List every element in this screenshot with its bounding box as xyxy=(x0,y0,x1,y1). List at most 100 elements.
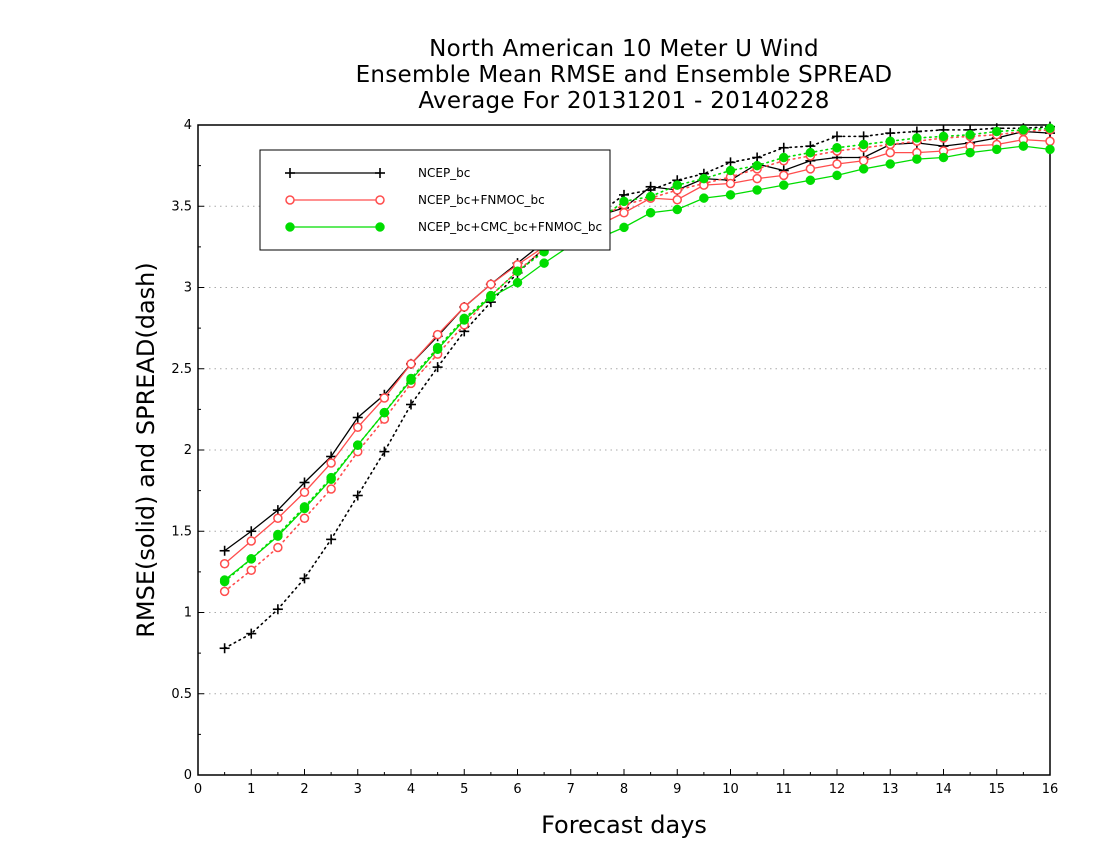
x-tick-label: 13 xyxy=(882,782,899,797)
rmse-point xyxy=(645,208,656,218)
x-tick-label: 8 xyxy=(620,782,628,797)
rmse-point xyxy=(672,195,682,205)
y-tick-label: 1 xyxy=(184,606,192,621)
spread-line-0 xyxy=(223,125,1051,650)
rmse-point xyxy=(353,422,363,432)
rmse-point xyxy=(672,204,682,215)
x-axis-label: Forecast days xyxy=(541,811,707,839)
rmse-point xyxy=(912,154,922,164)
rmse-point xyxy=(246,554,256,564)
legend-marker xyxy=(375,222,385,232)
rmse-point xyxy=(272,505,283,516)
spread-point xyxy=(832,143,842,153)
y-tick-label: 2.5 xyxy=(171,362,192,377)
x-tick-label: 5 xyxy=(460,782,468,797)
spread-point xyxy=(299,513,310,523)
x-tick-label: 11 xyxy=(775,782,792,797)
rmse-point xyxy=(1045,136,1055,146)
spread-point xyxy=(752,160,762,171)
spread-point xyxy=(965,130,975,140)
rmse-point xyxy=(725,190,736,200)
rmse-point xyxy=(699,193,709,203)
y-tick-label: 2 xyxy=(184,443,192,458)
rmse-point xyxy=(299,477,310,488)
spread-point xyxy=(219,586,230,597)
legend-marker xyxy=(285,222,295,232)
spread-point xyxy=(352,490,363,501)
rmse-point xyxy=(992,144,1002,155)
y-tick-label: 4 xyxy=(184,118,192,133)
y-tick-label: 3.5 xyxy=(171,199,192,214)
spread-point xyxy=(512,266,523,276)
chart-title-line-1: North American 10 Meter U Wind xyxy=(429,36,819,62)
rmse-point xyxy=(512,277,523,288)
spread-point xyxy=(885,128,896,139)
rmse-point xyxy=(885,159,895,169)
rmse-point xyxy=(858,156,869,166)
rmse-point xyxy=(379,393,390,403)
rmse-point xyxy=(858,164,869,174)
rmse-point xyxy=(752,185,762,195)
series-layer xyxy=(219,121,1055,654)
legend-marker xyxy=(375,195,385,205)
rmse-point xyxy=(406,359,416,369)
rmse-point xyxy=(432,344,443,354)
spread-point xyxy=(272,604,283,615)
x-tick-label: 16 xyxy=(1042,782,1059,797)
legend: NCEP_bc NCEP_bc+FNMOC_bc NCEP_bc+CMC_bc+FN… xyxy=(259,149,611,251)
spread-point xyxy=(912,133,922,143)
spread-point xyxy=(699,173,709,184)
rmse-point xyxy=(299,503,310,514)
rmse-point xyxy=(1045,144,1055,155)
rmse-point xyxy=(326,458,336,468)
spread-point xyxy=(725,165,736,176)
legend-item-1: NCEP_bc+FNMOC_bc xyxy=(285,193,545,207)
spread-point xyxy=(672,180,682,190)
legend-marker xyxy=(285,195,295,205)
legend-label: NCEP_bc+FNMOC_bc xyxy=(418,193,545,207)
y-tick-label: 3 xyxy=(184,281,192,296)
spread-point xyxy=(858,131,869,142)
rmse-point xyxy=(832,170,842,181)
spread-point xyxy=(779,152,789,163)
rmse-point xyxy=(459,302,469,312)
spread-point xyxy=(645,191,656,202)
rmse-point xyxy=(486,292,496,302)
x-tick-label: 4 xyxy=(407,782,415,797)
spread-point xyxy=(406,399,416,410)
legend-item-2: NCEP_bc+CMC_bc+FNMOC_bc xyxy=(285,220,602,234)
x-tick-label: 7 xyxy=(567,782,575,797)
x-tick-label: 10 xyxy=(722,782,739,797)
x-tick-label: 2 xyxy=(300,782,308,797)
spread-point xyxy=(1045,123,1055,133)
rmse-point xyxy=(779,180,789,190)
rmse-point xyxy=(619,222,629,233)
rmse-point xyxy=(486,279,496,289)
rmse-point xyxy=(645,181,656,192)
rmse-point xyxy=(326,474,336,484)
rmse-point xyxy=(938,152,949,163)
spread-point xyxy=(858,139,869,150)
y-axis: 0 0.5 1 1.5 2 2.5 3 3.5 4 xyxy=(171,118,204,783)
spread-point xyxy=(805,147,816,158)
rmse-point xyxy=(965,147,975,158)
x-tick-label: 12 xyxy=(829,782,846,797)
rmse-point xyxy=(805,164,816,174)
x-axis: 0 1 2 3 4 5 6 7 8 9 10 11 12 13 14 15 16 xyxy=(194,769,1058,797)
rmse-point xyxy=(539,258,549,268)
y-tick-label: 0 xyxy=(184,768,192,783)
spread-point xyxy=(432,362,443,373)
x-tick-label: 1 xyxy=(247,782,255,797)
rmse-point xyxy=(459,315,469,325)
chart-title-line-2: Ensemble Mean RMSE and Ensemble SPREAD xyxy=(355,62,893,88)
spread-point xyxy=(273,542,283,553)
spread-point xyxy=(992,126,1002,137)
rmse-point xyxy=(432,329,443,340)
spread-point xyxy=(1018,125,1029,135)
rmse-point xyxy=(805,175,816,185)
x-tick-label: 6 xyxy=(513,782,521,797)
rmse-point xyxy=(273,531,283,541)
legend-marker xyxy=(375,168,385,178)
legend-label: NCEP_bc xyxy=(418,166,470,180)
